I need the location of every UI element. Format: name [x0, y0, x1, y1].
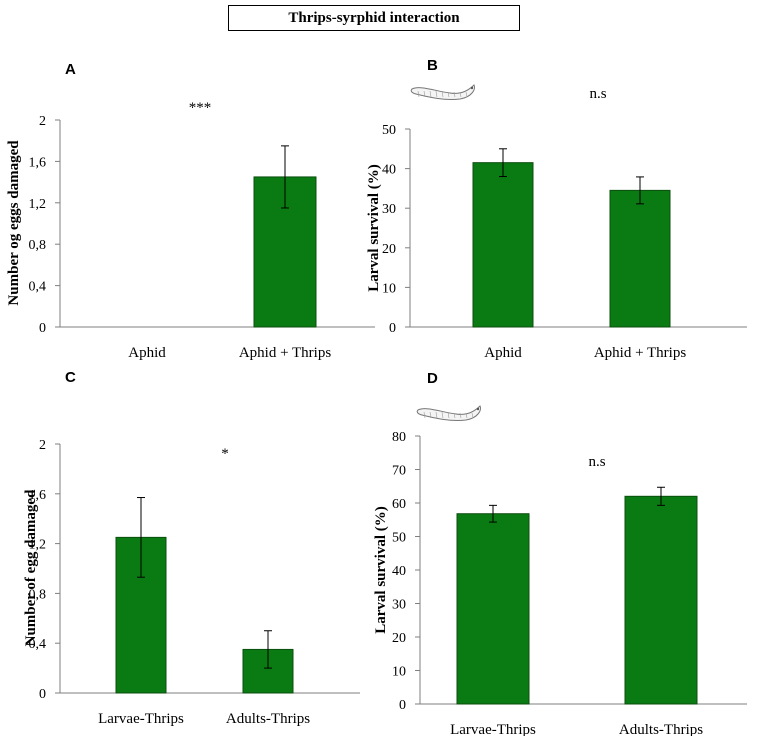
y-tick-label: 40 [392, 564, 406, 579]
y-tick-label: 0 [389, 321, 396, 336]
y-tick-label: 0 [399, 698, 406, 713]
category-label: Larvae-Thrips [450, 722, 536, 736]
y-tick-label: 50 [392, 531, 406, 546]
significance-label: n.s [588, 454, 605, 470]
category-label: Adults-Thrips [619, 722, 703, 736]
bar [472, 162, 534, 328]
chart-panel-a: 0 0,4 0,8 1,2 1,6 2 Aphid Aphid + Thrips A *** Num… [6, 61, 375, 361]
bar [609, 189, 671, 328]
y-tick-label: 1,2 [29, 197, 47, 212]
significance-label: *** [189, 100, 212, 116]
y-tick-label: 60 [392, 497, 406, 512]
significance-label: * [221, 446, 229, 462]
y-tick-label: 0,4 [29, 637, 47, 652]
category-label: Aphid [484, 345, 522, 361]
y-tick-label: 50 [382, 123, 396, 138]
y-tick-label: 30 [382, 202, 396, 217]
chart-panel-d: 0 10 20 30 40 50 60 70 80 Larvae-Thrips Adults-Thr… [373, 370, 747, 736]
y-tick-label: 40 [382, 163, 396, 178]
significance-label: n.s [589, 86, 606, 102]
y-tick-label: 0,8 [29, 238, 47, 253]
y-axis-label: Larval survival (%) [366, 164, 382, 292]
y-tick-label: 2 [39, 438, 46, 453]
y-tick-label: 0,8 [29, 587, 47, 602]
y-tick-label: 0 [39, 687, 46, 702]
chart-panel-c: 0 0,4 0,8 1,2 1,6 2 Larvae-Thrips Adults-Thrips… [23, 369, 360, 727]
figure-title: Thrips-syrphid interaction [228, 5, 520, 31]
y-tick-label: 10 [392, 665, 406, 680]
y-tick-label: 20 [382, 242, 396, 257]
category-label: Adults-Thrips [226, 711, 310, 727]
category-label: Aphid + Thrips [594, 345, 687, 361]
chart-panel-b: 0 10 20 30 40 50 Aphid Aphid + Thrips Bn.s Larval… [366, 57, 747, 361]
larva-icon [410, 84, 475, 100]
y-tick-label: 20 [392, 631, 406, 646]
panel-letter: D [427, 370, 438, 387]
bar [624, 495, 698, 705]
y-tick-label: 1,6 [29, 155, 47, 170]
y-tick-label: 2 [39, 114, 46, 129]
y-tick-label: 1,6 [29, 488, 47, 503]
panel-letter: A [65, 61, 76, 78]
y-axis-label: Number of egg damaged [23, 489, 39, 646]
y-axis-label: Number og eggs damaged [6, 140, 22, 306]
y-tick-label: 80 [392, 430, 406, 445]
category-label: Larvae-Thrips [98, 711, 184, 727]
y-tick-label: 1,2 [29, 538, 47, 553]
y-tick-label: 0,4 [29, 280, 47, 295]
y-tick-label: 0 [39, 321, 46, 336]
panel-letter: C [65, 369, 76, 386]
y-tick-label: 10 [382, 281, 396, 296]
larva-icon [416, 405, 481, 421]
y-tick-label: 30 [392, 598, 406, 613]
y-axis-label: Larval survival (%) [373, 506, 389, 634]
bar [456, 513, 530, 705]
category-label: Aphid [128, 345, 166, 361]
category-label: Aphid + Thrips [239, 345, 332, 361]
panel-letter: B [427, 57, 438, 74]
y-tick-label: 70 [392, 464, 406, 479]
